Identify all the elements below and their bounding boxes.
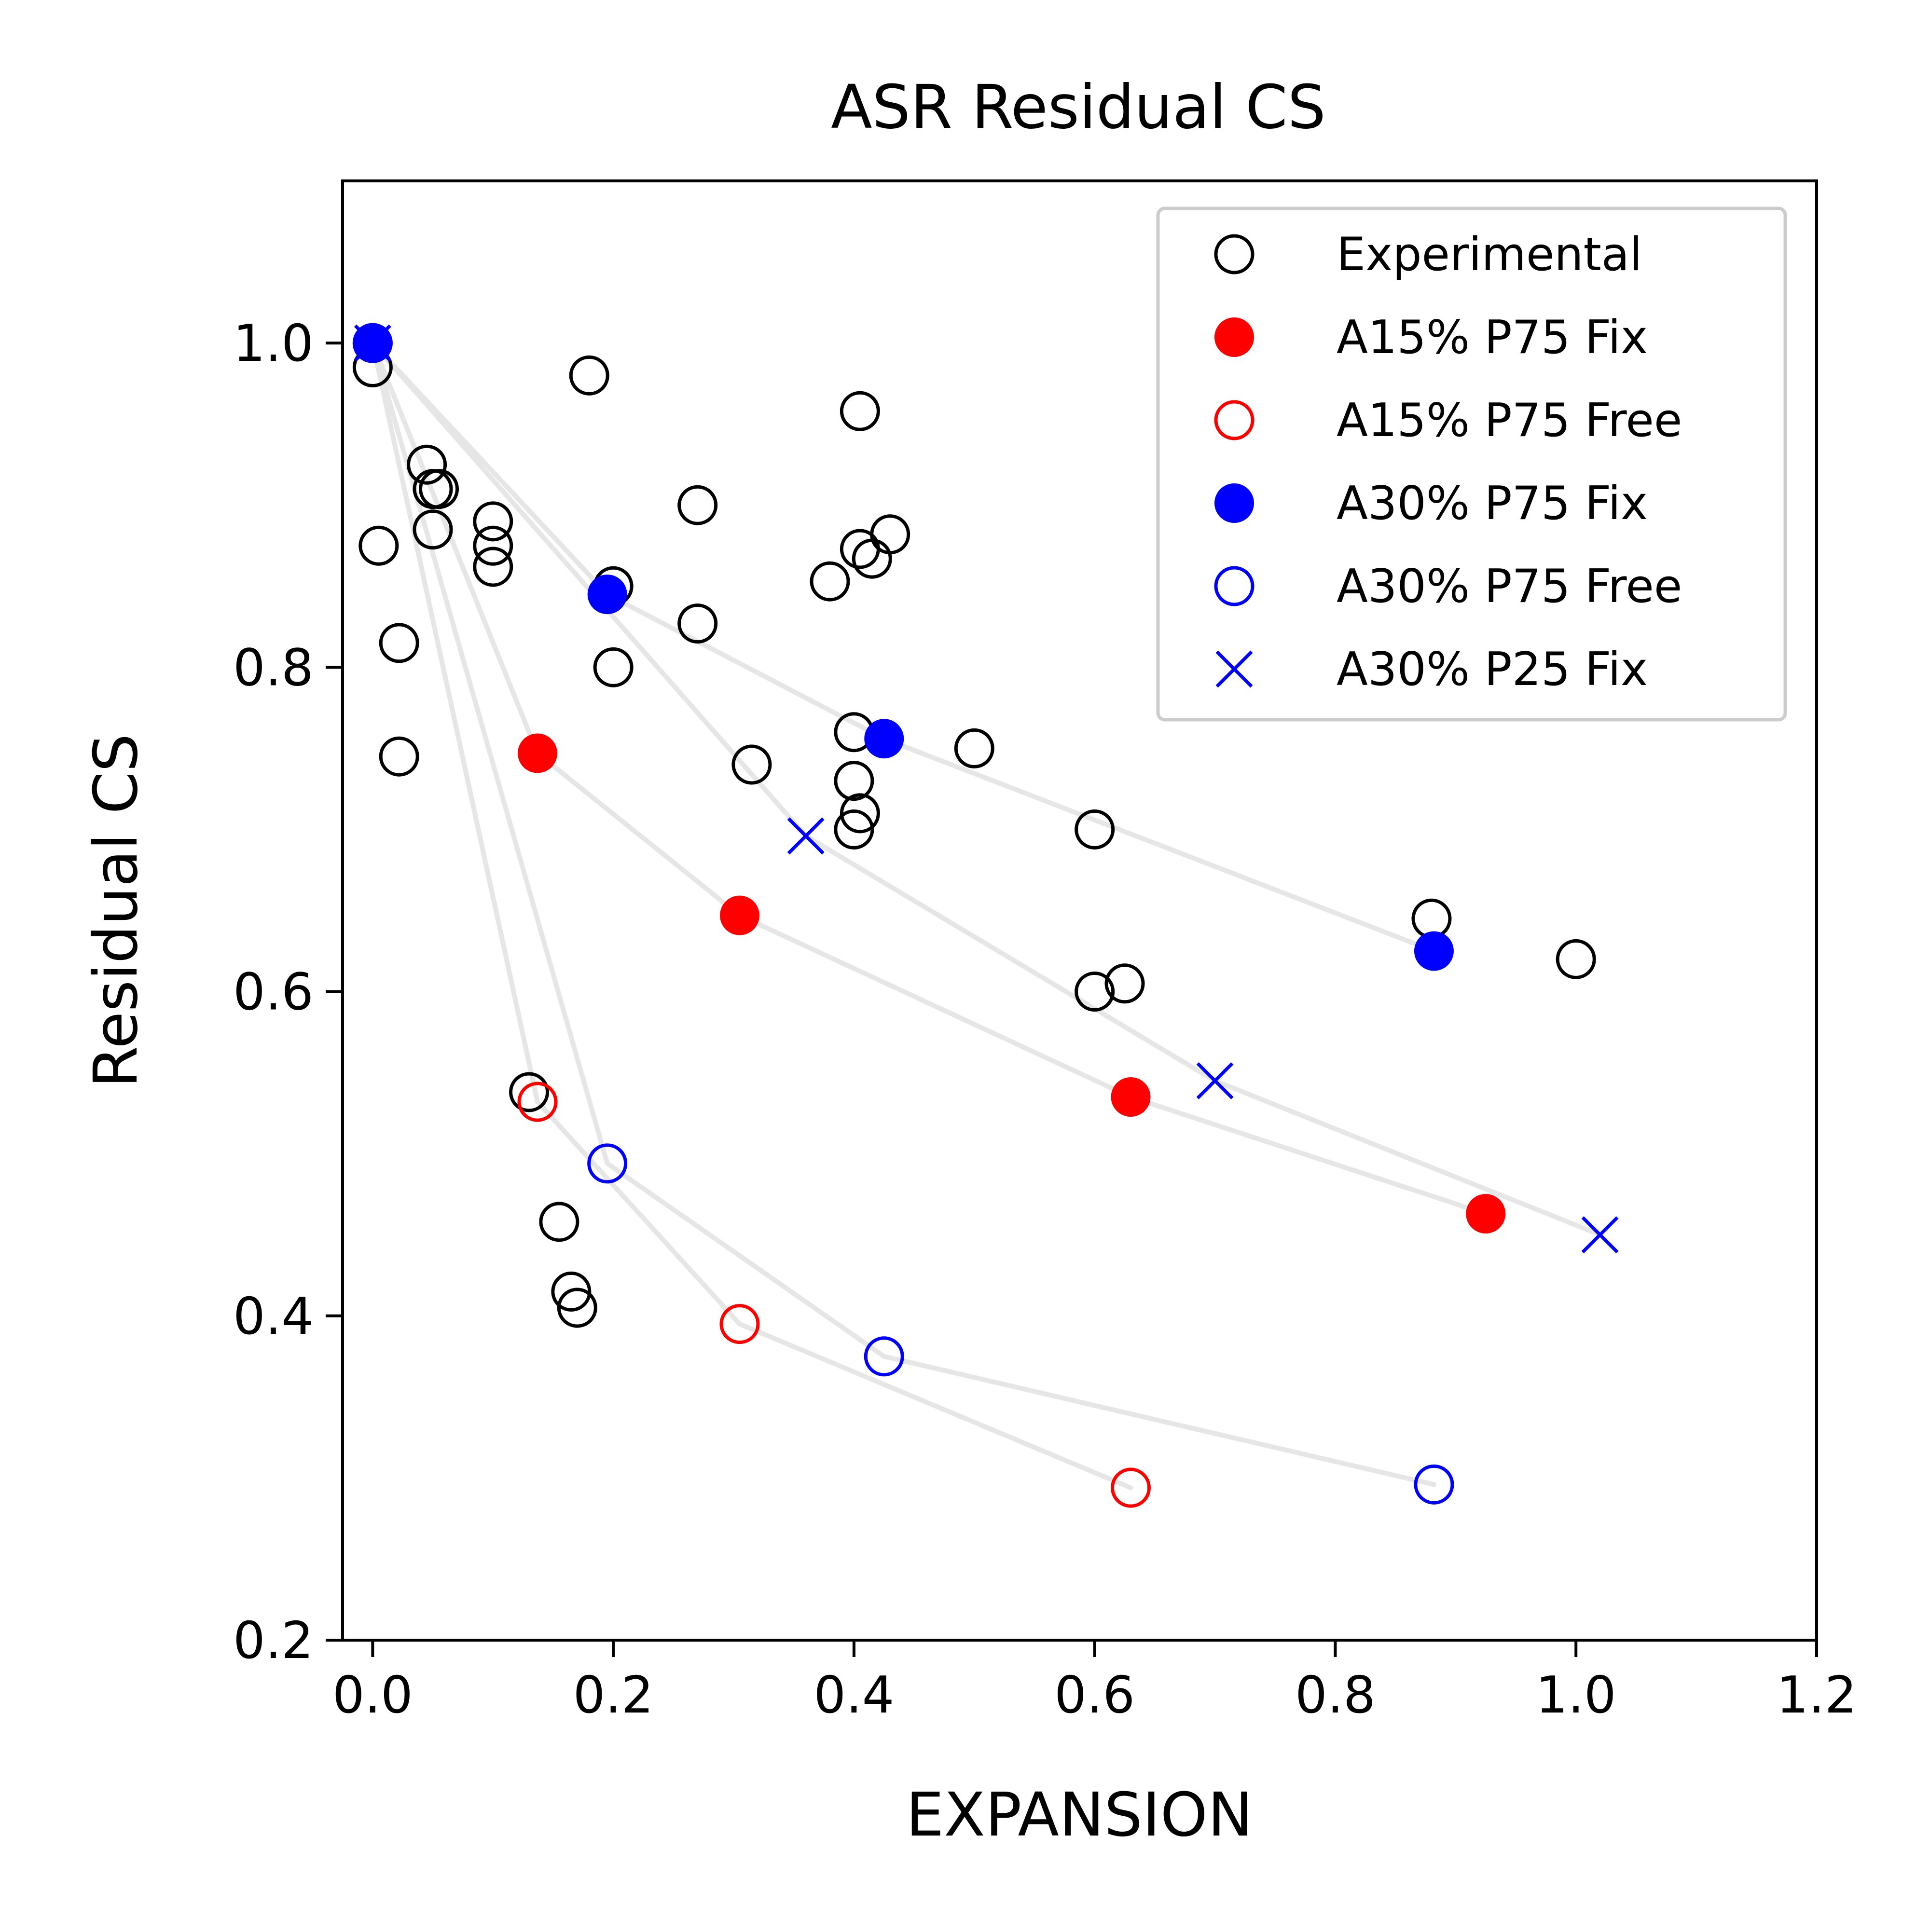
data-point-experimental [419, 469, 459, 509]
data-point-a15-p75-free [719, 1304, 760, 1344]
data-point-a15-p75-fix [719, 895, 759, 935]
data-point-experimental [379, 736, 419, 777]
legend-item-a15-p75-fix: A15% P75 Fix [1214, 311, 1648, 364]
data-point-a30-p75-free [1414, 1464, 1454, 1505]
data-point-experimental [473, 547, 513, 587]
data-point-experimental [834, 809, 874, 850]
data-point-experimental [473, 501, 513, 542]
data-point-a30-p25-fix [787, 817, 825, 855]
data-point-experimental [1556, 939, 1596, 979]
data-point-experimental [509, 1072, 550, 1112]
y-tick-label: 0.8 [233, 638, 314, 697]
legend-label: A30% P75 Fix [1337, 477, 1648, 530]
x-tick-label: 1.2 [1777, 1666, 1857, 1725]
data-point-experimental [379, 623, 419, 663]
connector-a30-p75-free [370, 341, 1436, 1487]
data-point-a30-p75-fix [1414, 931, 1454, 971]
data-point-a30-p75-free [352, 323, 393, 363]
data-point-experimental [593, 647, 634, 687]
legend-label: A15% P75 Free [1337, 394, 1682, 447]
chart-title: ASR Residual CS [831, 72, 1326, 142]
data-point-experimental [810, 561, 850, 602]
legend-label: A30% P75 Free [1337, 560, 1682, 613]
data-point-a30-p75-free [587, 1143, 628, 1184]
legend-marker [1214, 483, 1254, 523]
legend: Experimental A15% P75 Fix A15% P75 Free A30… [1156, 206, 1787, 722]
legend-label: A30% P25 Fix [1337, 643, 1648, 696]
data-points [352, 323, 1619, 1508]
data-point-a30-p25-fix [354, 324, 391, 362]
x-tick-label: 0.8 [1295, 1666, 1376, 1725]
data-point-experimental [954, 728, 994, 768]
data-point-a15-p75-free [517, 1082, 558, 1122]
data-point-experimental [1075, 809, 1115, 850]
data-point-experimental [870, 514, 910, 555]
plot-frame [341, 179, 1818, 1642]
data-point-experimental [473, 525, 513, 566]
data-point-experimental [834, 761, 874, 801]
legend-label: A15% P75 Fix [1337, 311, 1648, 364]
data-point-a30-p75-fix [864, 719, 904, 759]
connector-a15-p75-free [370, 341, 1133, 1491]
y-axis-label: Residual CS [81, 734, 151, 1088]
data-point-a30-p75-fix [587, 575, 627, 615]
legend-marker [1214, 566, 1254, 606]
legend-marker [1215, 650, 1253, 688]
legend-marker [1214, 400, 1254, 440]
x-axis-ticks: 0.0 0.2 0.4 0.6 0.8 1.0 1.2 [332, 1640, 1857, 1725]
data-point-experimental [358, 525, 399, 566]
data-point-a15-p75-free [1110, 1467, 1151, 1508]
data-point-experimental [407, 444, 447, 485]
data-point-experimental [551, 1271, 592, 1312]
data-point-experimental [1075, 972, 1115, 1012]
data-point-a30-p75-free [864, 1336, 904, 1377]
legend-marker [1214, 234, 1254, 274]
x-axis-label: EXPANSION [906, 1780, 1253, 1850]
data-point-experimental [677, 603, 718, 644]
data-point-a30-p25-fix [1196, 1062, 1234, 1099]
legend-box [1156, 206, 1787, 722]
y-tick-label: 1.0 [233, 314, 314, 373]
y-tick-label: 0.2 [233, 1611, 314, 1670]
legend-item-a30-p75-free: A30% P75 Free [1214, 560, 1682, 613]
data-point-experimental [731, 744, 772, 785]
y-tick-label: 0.4 [233, 1287, 314, 1346]
legend-marker [1214, 317, 1254, 357]
y-axis-ticks: 0.2 0.4 0.6 0.8 1.0 [233, 314, 343, 1670]
data-point-experimental [840, 793, 880, 834]
data-point-a15-p75-fix [1466, 1194, 1506, 1234]
data-point-experimental [413, 509, 453, 550]
legend-item-a30-p75-fix: A30% P75 Fix [1214, 477, 1648, 530]
data-point-experimental [1104, 963, 1145, 1004]
data-point-a15-p75-fix [1111, 1077, 1151, 1117]
data-point-experimental [539, 1202, 579, 1242]
legend-item-a15-p75-free: A15% P75 Free [1214, 394, 1682, 447]
x-tick-label: 0.0 [332, 1666, 413, 1725]
connector-a30-p75-fix [370, 341, 1436, 954]
x-tick-label: 0.4 [813, 1666, 894, 1725]
series-a30-p75-free [352, 323, 1454, 1505]
legend-label: Experimental [1337, 228, 1642, 281]
data-point-experimental [677, 485, 718, 525]
data-point-experimental [852, 538, 892, 579]
series-a30-p25-fix [354, 324, 1619, 1254]
x-tick-label: 1.0 [1536, 1666, 1616, 1725]
legend-item-a30-p25-fix: A30% P25 Fix [1215, 643, 1648, 696]
data-point-experimental [557, 1288, 597, 1328]
legend-item-experimental: Experimental [1214, 228, 1642, 281]
data-point-experimental [569, 355, 609, 396]
data-point-experimental [840, 391, 880, 431]
x-tick-label: 0.6 [1054, 1666, 1135, 1725]
data-point-a30-p25-fix [1581, 1216, 1619, 1254]
x-tick-label: 0.2 [573, 1666, 654, 1725]
y-tick-label: 0.6 [233, 963, 314, 1022]
data-point-a15-p75-fix [518, 733, 558, 773]
series-experimental [352, 347, 1596, 1328]
